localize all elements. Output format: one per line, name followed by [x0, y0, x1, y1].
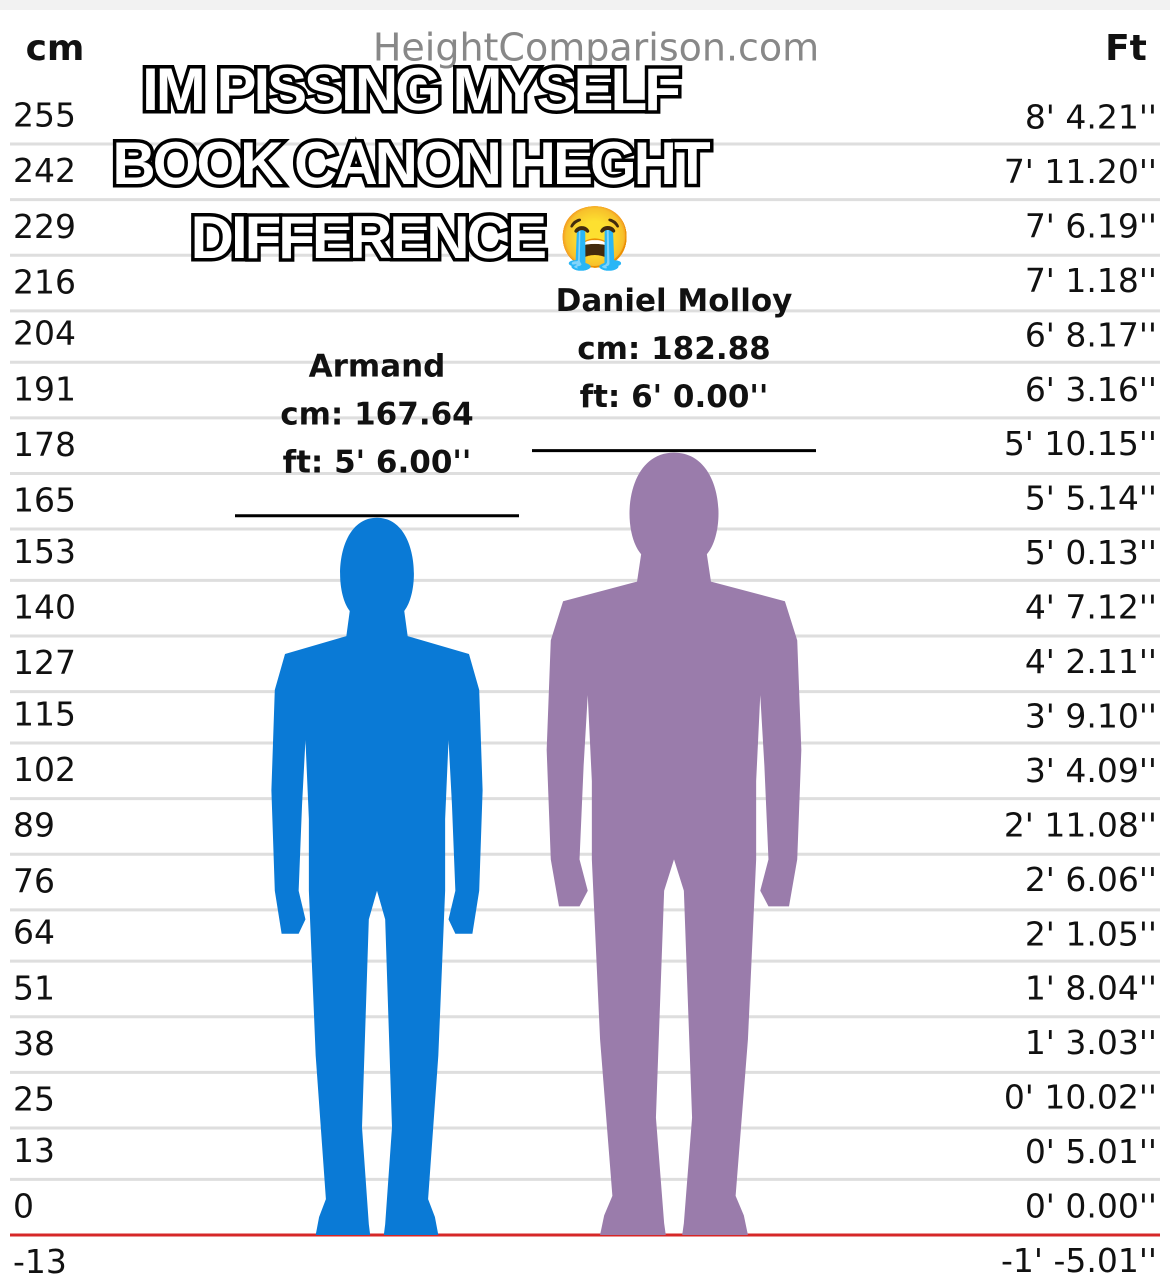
y2-tick-label: 2' 6.06'': [1025, 860, 1157, 899]
y-tick-label: 38: [13, 1024, 55, 1063]
y-tick-label: 216: [13, 262, 76, 301]
y2-tick-label: 8' 4.21'': [1025, 98, 1157, 137]
y2-tick-label: 1' 3.03'': [1025, 1023, 1157, 1062]
y2-tick-label: 7' 11.20'': [1004, 152, 1157, 191]
person-cm: cm: 167.64: [280, 396, 474, 432]
y2-tick-label: 5' 5.14'': [1025, 479, 1157, 518]
y-tick-label: 127: [13, 643, 76, 682]
y-tick-label: 64: [13, 913, 55, 952]
grid: [10, 142, 1160, 1237]
y-tick-label: 140: [13, 588, 76, 627]
y-tick-label: 165: [13, 481, 76, 520]
y2-tick-label: 4' 2.11'': [1025, 642, 1157, 681]
y2-tick-label: 0' 10.02'': [1004, 1078, 1157, 1117]
y2-tick-label: 0' 0.00'': [1025, 1187, 1157, 1226]
y-tick-label: 242: [13, 151, 76, 190]
y-tick-label: 204: [13, 314, 76, 353]
person-ft: ft: 5' 6.00'': [283, 444, 472, 480]
person-ft: ft: 6' 0.00'': [580, 379, 769, 415]
y2-tick-label: 0' 5.01'': [1025, 1132, 1157, 1171]
y2-tick-label: 6' 8.17'': [1025, 315, 1157, 354]
person-silhouette: [271, 517, 483, 1235]
y-tick-label: 229: [13, 207, 76, 246]
y-tick-label: -13: [13, 1242, 67, 1281]
y2-tick-label: 2' 1.05'': [1025, 914, 1157, 953]
caption-line: DIFFERENCE 😭: [191, 204, 630, 272]
person-name: Daniel Molloy: [556, 283, 793, 319]
y2-tick-label: -1' -5.01'': [1001, 1241, 1157, 1280]
caption-line: IM PISSING MYSELF: [142, 56, 679, 123]
y-tick-label: 0: [13, 1186, 34, 1225]
y2-tick-label: 6' 3.16'': [1025, 370, 1157, 409]
y2-tick-label: 4' 7.12'': [1025, 588, 1157, 627]
y-tick-label: 76: [13, 861, 55, 900]
y2-tick-label: 2' 11.08'': [1004, 805, 1157, 844]
y2-tick-label: 3' 4.09'': [1025, 751, 1157, 790]
y2-tick-label: 1' 8.04'': [1025, 969, 1157, 1008]
person-name: Armand: [309, 348, 446, 384]
top-band: [0, 0, 1170, 10]
person-cm: cm: 182.88: [577, 331, 771, 367]
watermark: HeightComparison.com: [373, 26, 819, 70]
y-tick-label: 115: [13, 694, 76, 733]
y2-tick-label: 7' 1.18'': [1025, 261, 1157, 300]
y-tick-label: 102: [13, 750, 76, 789]
y2-tick-label: 5' 0.13'': [1025, 533, 1157, 572]
y2-tick-label: 7' 6.19'': [1025, 206, 1157, 245]
y-tick-label: 178: [13, 425, 76, 464]
caption-line: BOOK CANON HEGHT: [112, 130, 710, 197]
labels: 255 242 229 216 204 191 178 165 153 140 127 115 102 8…: [13, 96, 1157, 1282]
y-tick-label: 25: [13, 1080, 55, 1119]
y-tick-label: 89: [13, 806, 55, 845]
marks: [235, 449, 816, 1235]
y-tick-label: 153: [13, 532, 76, 571]
y-axis-label: cm: [26, 28, 85, 69]
y2-tick-label: 3' 9.10'': [1025, 696, 1157, 735]
person-silhouette: [546, 452, 802, 1235]
y-tick-label: 255: [13, 96, 76, 135]
y2-tick-label: 5' 10.15'': [1004, 424, 1157, 463]
y-tick-label: 13: [13, 1131, 55, 1170]
y-tick-label: 51: [13, 968, 55, 1007]
y2-axis-label: Ft: [1105, 28, 1147, 69]
y-tick-label: 191: [13, 369, 76, 408]
